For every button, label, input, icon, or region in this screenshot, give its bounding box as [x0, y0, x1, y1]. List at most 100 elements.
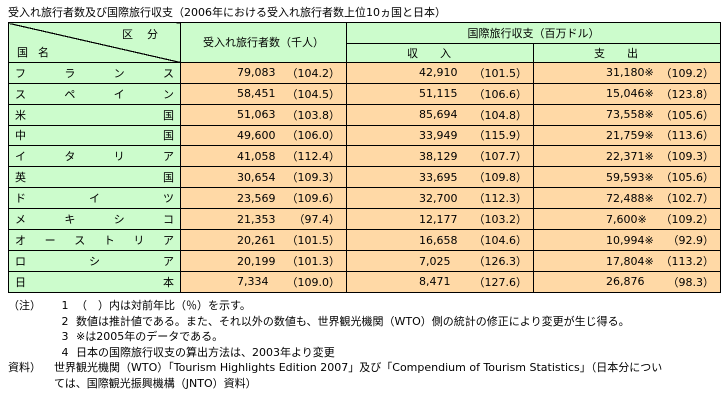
arrivals-pct: （112.4） [286, 150, 341, 164]
country-name: メキシコ [15, 213, 174, 227]
source-text-2: ては、国際観光振興機構（JNTO）資料） [54, 376, 257, 390]
header-balance: 国際旅行収支（百万ドル） [346, 22, 721, 44]
note-text: 日本の国際旅行収支の算出方法は、2003年より変更 [76, 345, 335, 359]
table-row: スペイン 58,451 （104.5） 51,115 （106.6） 15,046※ （12… [8, 82, 721, 105]
expenditure-value: 22,371※ [606, 149, 654, 163]
receipts-cell: 51,115 （106.6） [346, 82, 534, 105]
country-name: スペイン [15, 87, 174, 101]
receipts-value: 12,177 [419, 212, 458, 226]
arrivals-value: 21,353 [237, 212, 276, 226]
arrivals-pct: （101.5） [286, 234, 341, 248]
note-text: （ ）内は対前年比（％）を示す。 [76, 299, 251, 312]
receipts-pct: （103.2） [473, 213, 528, 227]
source-line-1: 資料） 世界観光機関（WTO）「Tourism Highlights Editi… [8, 360, 662, 376]
arrivals-cell: 7,334 （109.0） [180, 270, 347, 294]
receipts-cell: 32,700 （112.3） [346, 187, 534, 210]
arrivals-value: 20,199 [237, 254, 276, 268]
country-name: 英国 [15, 171, 174, 185]
tourism-table: 区分 国名 受入れ旅行者数（千人） 国際旅行収支（百万ドル） 収入 支出 フラン… [8, 22, 721, 294]
arrivals-value: 49,600 [237, 128, 276, 142]
expenditure-value: 31,180※ [606, 66, 654, 80]
receipts-cell: 33,695 （109.8） [346, 166, 534, 189]
table-row: 米国 51,063 （103.8） 85,694 （104.8） 73,558※ （105.… [8, 103, 721, 126]
source-label: 資料） [8, 361, 41, 374]
arrivals-pct: （103.8） [286, 108, 341, 122]
expenditure-pct: （109.2） [660, 66, 715, 80]
expenditure-cell: 10,994※ （92.9） [533, 229, 721, 252]
receipts-pct: （107.7） [473, 150, 528, 164]
arrivals-pct: （97.4） [293, 213, 341, 227]
arrivals-value: 51,063 [237, 108, 276, 122]
expenditure-pct: （105.6） [660, 108, 715, 122]
country-cell: メキシコ [8, 208, 181, 231]
arrivals-pct: （109.6） [286, 192, 341, 206]
note-text: 数値は推計値である。また、それ以外の数値も、世界観光機関（WTO）側の統計の修正… [76, 314, 630, 328]
country-name: イタリア [15, 150, 174, 164]
arrivals-pct: （106.0） [286, 129, 341, 143]
expenditure-cell: 21,759※ （113.6） [533, 124, 721, 147]
note-number: 2 [61, 314, 69, 328]
table-row: 日本 7,334 （109.0） 8,471 （127.6） 26,876 （98.3） [8, 270, 721, 294]
table-row: ロシア 20,199 （101.3） 7,025 （126.3） 17,804※ （113.… [8, 250, 721, 272]
header-expenditure: 支出 [533, 42, 721, 63]
arrivals-pct: （109.3） [286, 171, 341, 185]
country-cell: 英国 [8, 166, 181, 189]
receipts-cell: 33,949 （115.9） [346, 124, 534, 147]
arrivals-value: 30,654 [237, 170, 276, 184]
arrivals-pct: （104.5） [286, 87, 341, 101]
receipts-cell: 7,025 （126.3） [346, 250, 534, 272]
receipts-value: 51,115 [419, 87, 458, 101]
country-name: 米国 [15, 108, 174, 122]
receipts-cell: 85,694 （104.8） [346, 103, 534, 126]
expenditure-pct: （123.8） [660, 87, 715, 101]
arrivals-cell: 51,063 （103.8） [180, 103, 347, 126]
notes-label: （注） [8, 299, 41, 312]
expenditure-pct: （98.3） [667, 275, 715, 289]
source-text-1: 世界観光機関（WTO）「Tourism Highlights Edition 2… [54, 361, 663, 374]
arrivals-pct: （104.2） [286, 66, 341, 80]
arrivals-cell: 79,083 （104.2） [180, 61, 347, 84]
note-number: 3 [61, 330, 69, 343]
receipts-cell: 16,658 （104.6） [346, 229, 534, 252]
expenditure-value: 15,046※ [606, 87, 654, 101]
table-row: フランス 79,083 （104.2） 42,910 （101.5） 31,180※ （10… [8, 61, 721, 84]
country-name: 日本 [15, 275, 174, 289]
country-cell: スペイン [8, 82, 181, 105]
arrivals-value: 41,058 [237, 149, 276, 163]
page-title: 受入れ旅行者数及び国際旅行収支（2006年における受入れ旅行者数上位10ヵ国と日… [8, 6, 446, 19]
receipts-pct: （101.5） [473, 66, 528, 80]
expenditure-cell: 7,600※ （109.2） [533, 208, 721, 231]
note-item: 3 ※は2005年のデータである。 [8, 329, 662, 345]
arrivals-cell: 20,261 （101.5） [180, 229, 347, 252]
expenditure-value: 72,488※ [606, 191, 654, 205]
receipts-value: 7,025 [419, 254, 451, 268]
expenditure-value: 59,593※ [606, 170, 654, 184]
note-number: 4 [61, 345, 69, 359]
expenditure-cell: 22,371※ （109.3） [533, 145, 721, 168]
header-receipts: 収入 [346, 42, 534, 63]
receipts-pct: （112.3） [473, 192, 528, 206]
arrivals-cell: 58,451 （104.5） [180, 82, 347, 105]
table-row: ドイツ 23,569 （109.6） 32,700 （112.3） 72,488※ （102… [8, 187, 721, 210]
table-row: 中国 49,600 （106.0） 33,949 （115.9） 21,759※ （113.… [8, 124, 721, 147]
receipts-pct: （109.8） [473, 171, 528, 185]
expenditure-cell: 73,558※ （105.6） [533, 103, 721, 126]
arrivals-cell: 21,353 （97.4） [180, 208, 347, 231]
note-item: 2 数値は推計値である。また、それ以外の数値も、世界観光機関（WTO）側の統計の修… [8, 314, 662, 330]
arrivals-value: 23,569 [237, 191, 276, 205]
receipts-value: 38,129 [419, 149, 458, 163]
receipts-cell: 38,129 （107.7） [346, 145, 534, 168]
table-row: オーストリア 20,261 （101.5） 16,658 （104.6） 10,994※ （… [8, 229, 721, 252]
receipts-value: 16,658 [419, 233, 458, 247]
expenditure-pct: （109.3） [660, 150, 715, 164]
expenditure-value: 17,804※ [606, 254, 654, 268]
arrivals-cell: 41,058 （112.4） [180, 145, 347, 168]
table-row: メキシコ 21,353 （97.4） 12,177 （103.2） 7,600※ （109.… [8, 208, 721, 231]
country-cell: 中国 [8, 124, 181, 147]
receipts-cell: 8,471 （127.6） [346, 270, 534, 294]
header-arrivals: 受入れ旅行者数（千人） [180, 22, 347, 63]
table-row: 英国 30,654 （109.3） 33,695 （109.8） 59,593※ （105.… [8, 166, 721, 189]
arrivals-value: 58,451 [237, 87, 276, 101]
receipts-pct: （115.9） [473, 129, 528, 143]
receipts-value: 8,471 [419, 275, 451, 289]
